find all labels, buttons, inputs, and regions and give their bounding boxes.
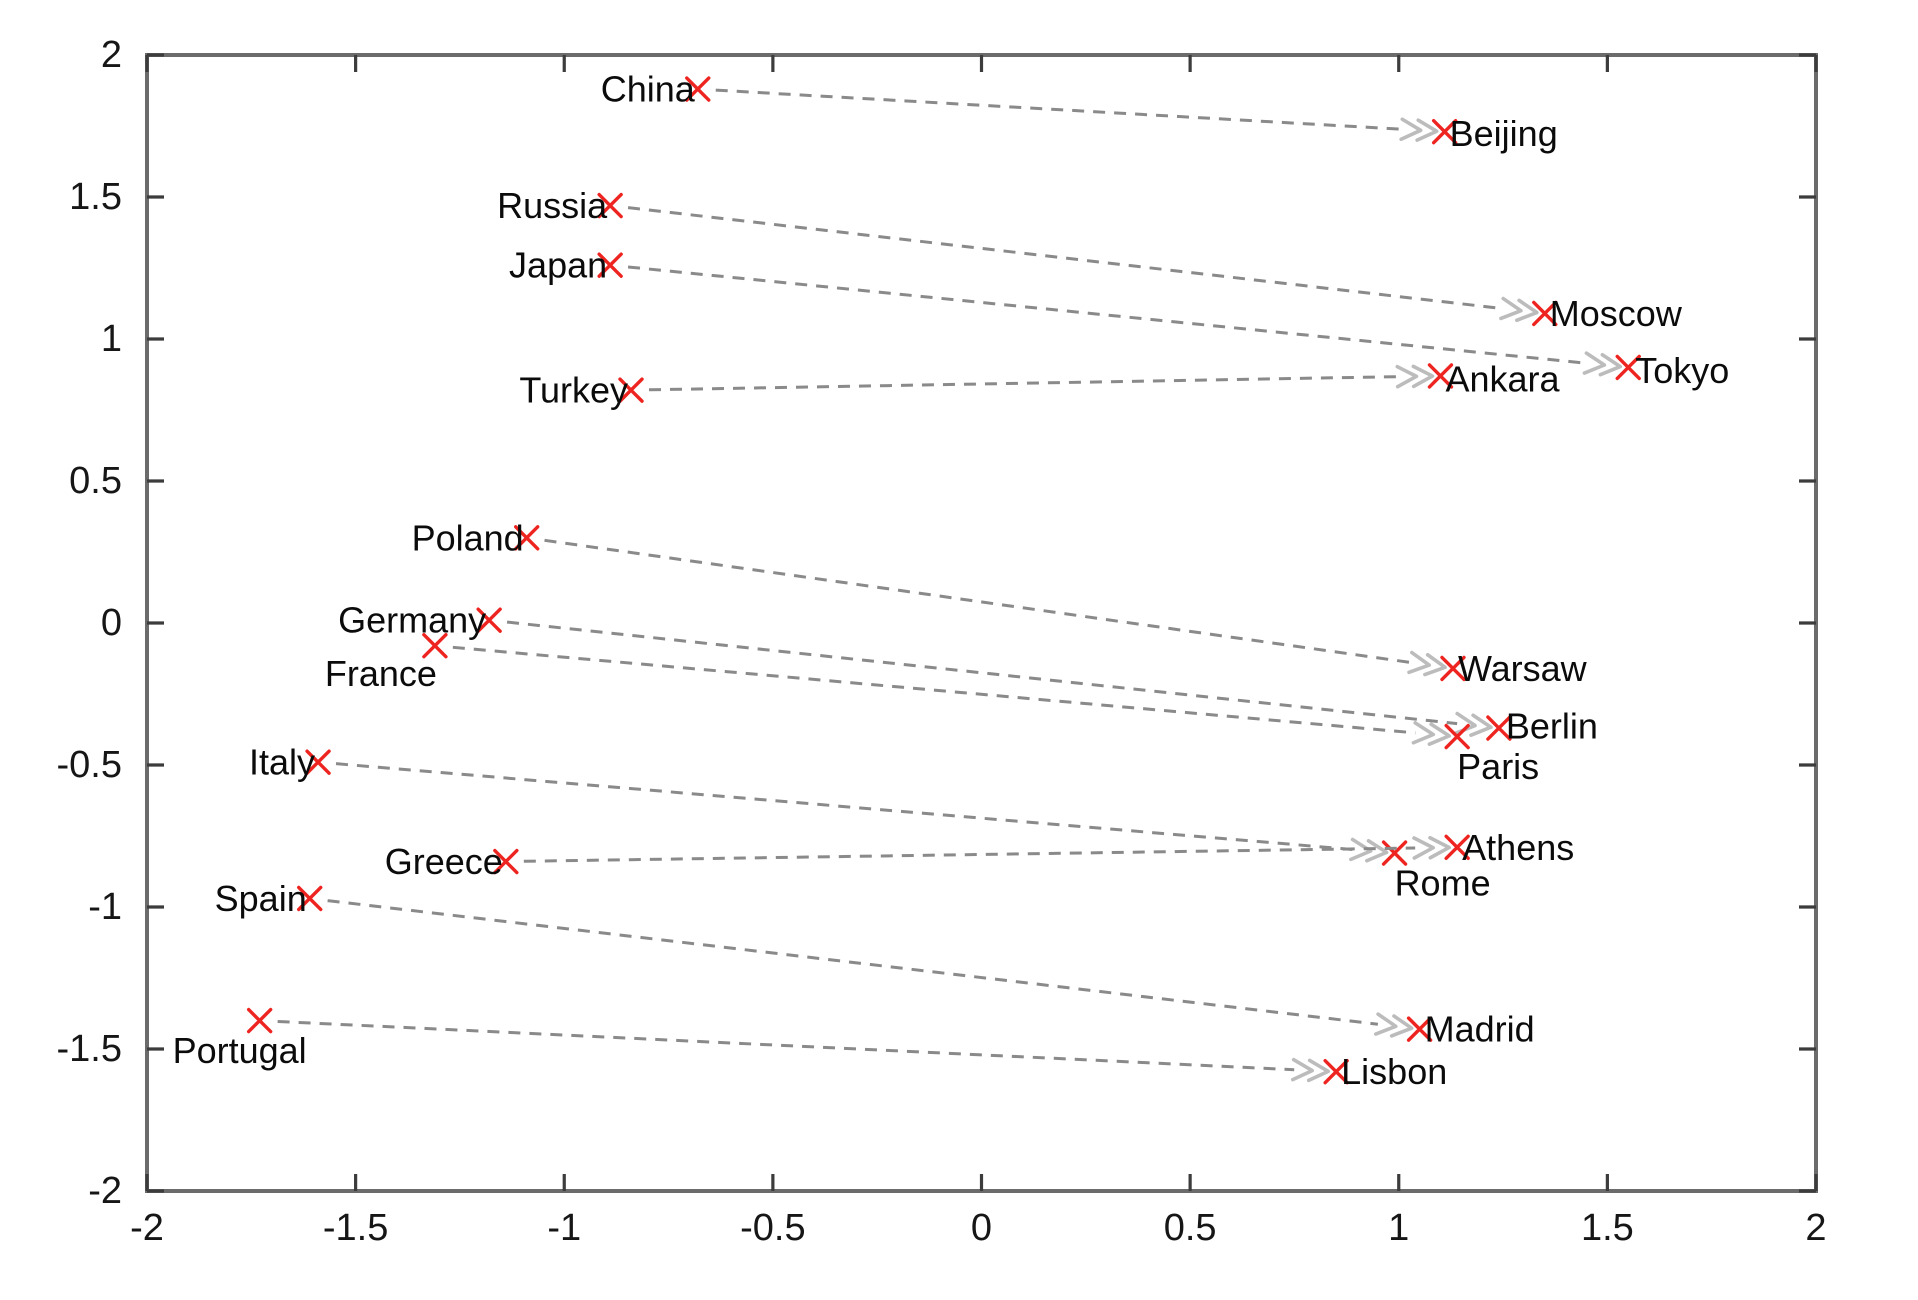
y-tick-label: 1.5 — [69, 176, 122, 218]
country-label-germany: Germany — [338, 600, 486, 641]
capital-label-berlin: Berlin — [1506, 706, 1598, 747]
arrow-head-italy-rome — [1365, 839, 1389, 863]
capital-marker-beijing — [1431, 118, 1458, 145]
arrow-head-portugal-lisbon — [1306, 1058, 1330, 1083]
arrow-head-japan-tokyo — [1598, 352, 1623, 377]
capital-label-lisbon: Lisbon — [1341, 1051, 1447, 1092]
arrow-head-spain-madrid — [1373, 1012, 1398, 1036]
country-label-italy: Italy — [249, 742, 315, 783]
arrow-head-greece-athens — [1428, 835, 1451, 860]
capital-marker-paris — [1444, 723, 1470, 750]
x-tick-label: -1.5 — [323, 1207, 388, 1249]
country-marker-china — [685, 76, 711, 102]
y-tick-label: 2 — [101, 34, 122, 76]
arrow-line-japan-tokyo — [627, 265, 1587, 365]
capital-label-paris: Paris — [1457, 746, 1539, 787]
capital-marker-madrid — [1406, 1016, 1433, 1042]
country-label-poland: Poland — [412, 517, 524, 558]
arrow-head-portugal-lisbon — [1290, 1057, 1314, 1082]
arrow-head-france-paris — [1411, 721, 1436, 745]
capital-marker-lisbon — [1323, 1059, 1349, 1085]
capital-marker-moscow — [1532, 300, 1558, 327]
y-tick-label: 0 — [101, 602, 122, 644]
country-label-spain: Spain — [215, 878, 307, 919]
country-marker-spain — [297, 885, 323, 912]
arrow-head-italy-rome — [1349, 837, 1373, 862]
arrow-head-turkey-ankara — [1395, 364, 1419, 389]
arrow-head-turkey-ankara — [1411, 364, 1435, 389]
arrow-head-japan-tokyo — [1582, 351, 1607, 375]
arrow-line-china-beijing — [715, 88, 1403, 131]
capital-marker-ankara — [1427, 363, 1454, 389]
arrow-head-poland-warsaw — [1423, 652, 1447, 677]
country-label-turkey: Turkey — [519, 370, 628, 411]
y-tick-label: 0.5 — [69, 460, 122, 502]
country-marker-italy — [305, 749, 331, 775]
arrow-head-greece-athens — [1412, 836, 1435, 860]
capital-label-rome: Rome — [1395, 863, 1491, 904]
capital-label-athens: Athens — [1462, 827, 1574, 868]
country-marker-germany — [476, 607, 502, 633]
arrow-head-poland-warsaw — [1407, 650, 1432, 675]
country-label-greece: Greece — [385, 841, 503, 882]
capital-marker-rome — [1381, 840, 1408, 866]
country-label-portugal: Portugal — [173, 1030, 307, 1071]
x-tick-label: -1 — [547, 1207, 581, 1249]
y-tick-label: -0.5 — [57, 744, 122, 786]
capital-marker-warsaw — [1440, 655, 1466, 682]
x-tick-label: -2 — [130, 1207, 164, 1249]
country-marker-russia — [597, 192, 623, 219]
capital-label-beijing: Beijing — [1450, 113, 1558, 154]
capital-marker-berlin — [1486, 715, 1512, 741]
arrow-head-france-paris — [1427, 722, 1451, 746]
country-label-china: China — [601, 69, 696, 110]
arrow-head-spain-madrid — [1389, 1014, 1414, 1038]
country-label-russia: Russia — [497, 185, 608, 226]
arrow-head-russia-moscow — [1499, 296, 1523, 321]
country-marker-turkey — [618, 377, 644, 403]
x-tick-label: 1 — [1388, 1207, 1409, 1249]
country-label-japan: Japan — [509, 245, 607, 286]
capital-marker-athens — [1444, 834, 1470, 861]
capital-label-ankara: Ankara — [1445, 358, 1560, 399]
capital-label-tokyo: Tokyo — [1635, 350, 1729, 391]
arrow-head-china-beijing — [1415, 118, 1439, 142]
capital-label-madrid: Madrid — [1425, 1009, 1535, 1050]
country-marker-greece — [493, 848, 519, 875]
country-marker-portugal — [246, 1007, 273, 1034]
x-tick-label: -0.5 — [740, 1207, 805, 1249]
arrow-line-portugal-lisbon — [277, 1019, 1295, 1072]
y-tick-label: -1.5 — [57, 1028, 122, 1070]
y-tick-label: -1 — [88, 886, 122, 928]
y-tick-label: 1 — [101, 318, 122, 360]
country-marker-japan — [597, 252, 623, 278]
country-label-france: France — [325, 653, 437, 694]
country-marker-france — [422, 633, 448, 659]
arrow-head-germany-berlin — [1469, 713, 1493, 737]
capital-label-warsaw: Warsaw — [1458, 648, 1588, 689]
y-tick-label: -2 — [88, 1170, 122, 1212]
x-tick-label: 2 — [1805, 1207, 1826, 1249]
arrow-head-russia-moscow — [1515, 298, 1539, 323]
arrow-line-spain-madrid — [327, 899, 1379, 1026]
arrow-line-france-paris — [452, 645, 1416, 735]
x-tick-label: 0 — [971, 1207, 992, 1249]
country-marker-poland — [513, 525, 540, 551]
capital-marker-tokyo — [1615, 354, 1641, 381]
arrow-line-italy-rome — [335, 762, 1353, 852]
arrow-head-china-beijing — [1399, 117, 1423, 142]
x-tick-label: 1.5 — [1581, 1207, 1634, 1249]
arrow-line-greece-athens — [523, 846, 1416, 863]
capital-label-moscow: Moscow — [1550, 293, 1683, 334]
x-tick-label: 0.5 — [1164, 1207, 1217, 1249]
